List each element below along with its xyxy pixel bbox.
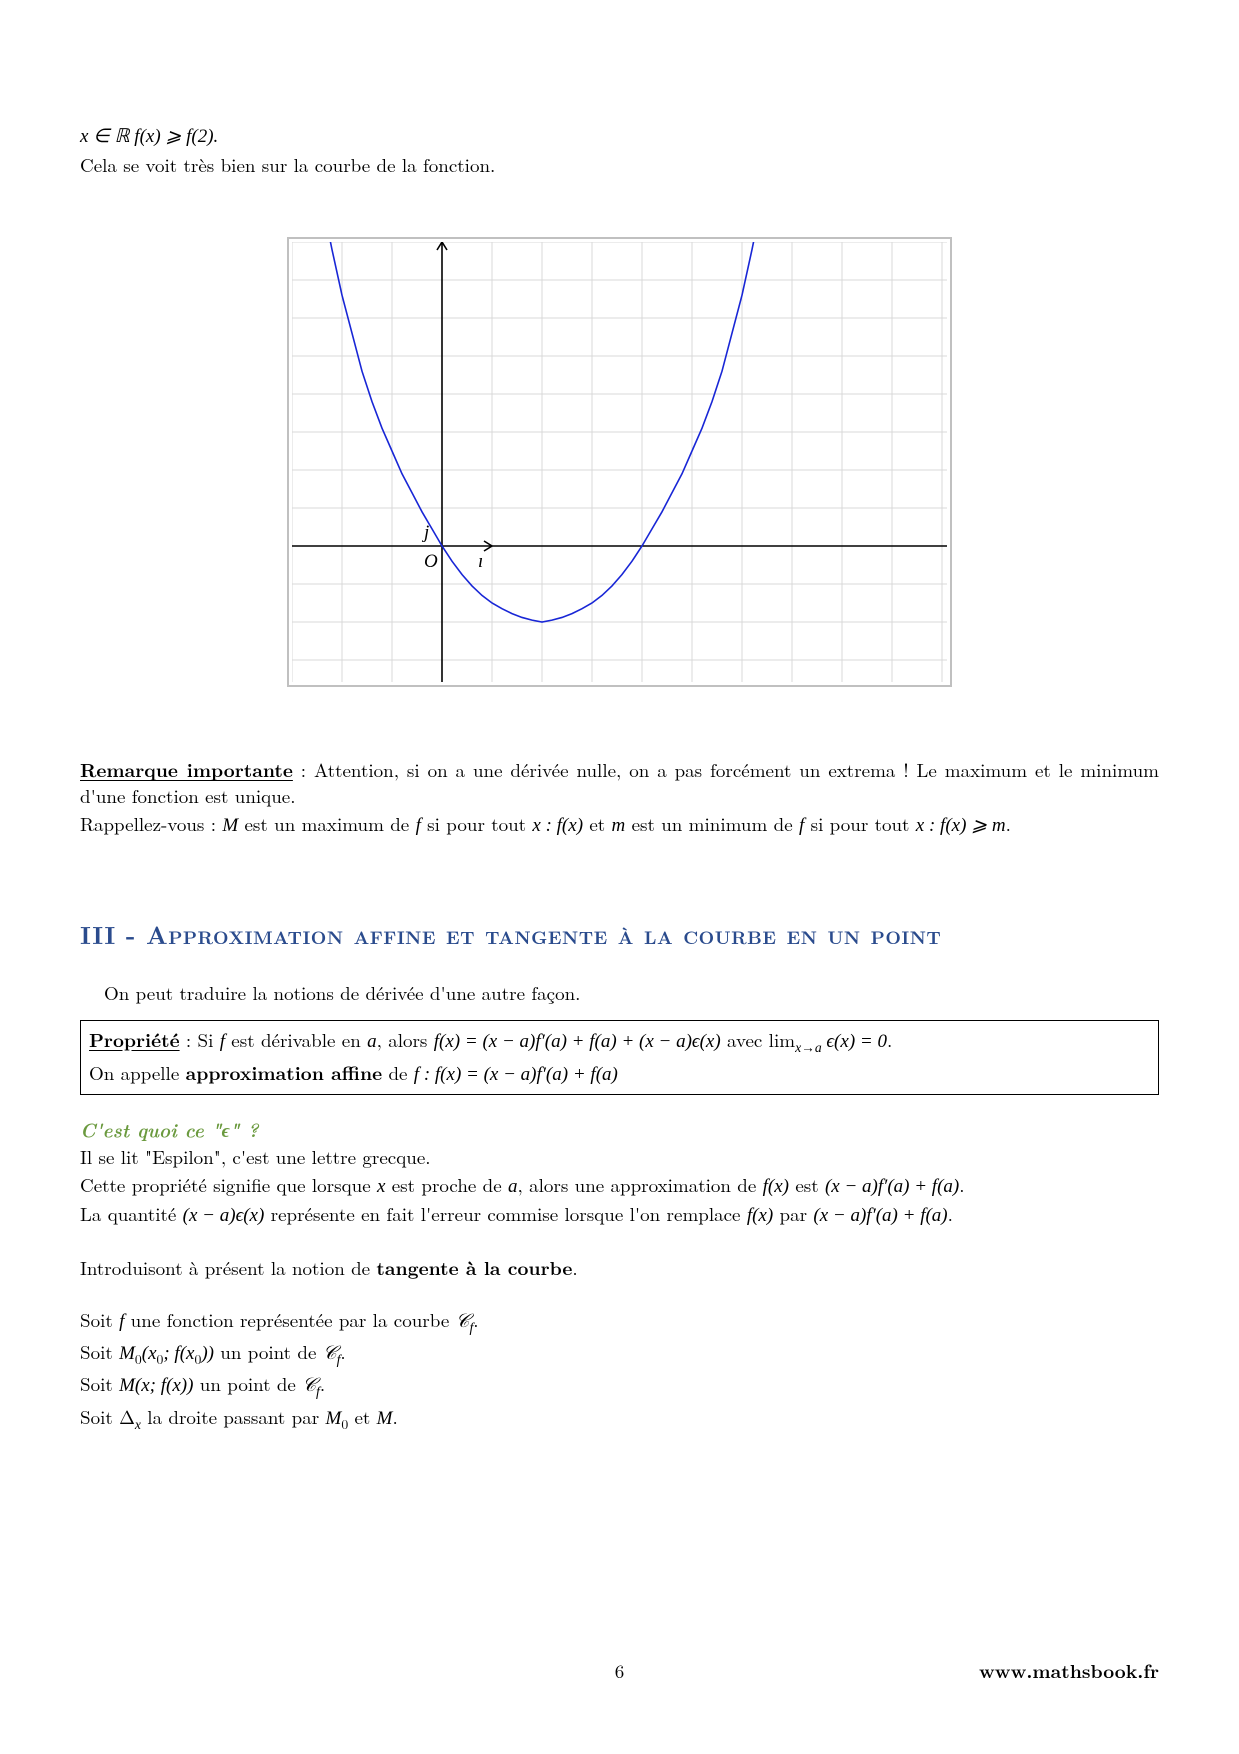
t: , alors une approximation de [518, 1171, 763, 1198]
section-title: III - Approximation affine et tangente à… [80, 918, 1159, 952]
t: f : f(x) = (x − a)f′(a) + f(a) [414, 1064, 618, 1085]
t: M [222, 815, 238, 836]
graph-container: Oj⃗ ı⃗ [80, 237, 1159, 687]
property-box: Propriété : Si f est dérivable en a, alo… [80, 1020, 1159, 1095]
t: 𝒞 [323, 1343, 337, 1364]
explain-line-3: La quantité (x − a)ϵ(x) représente en fa… [80, 1201, 1159, 1229]
approx-affine-label: approximation affine [186, 1058, 383, 1086]
t: ; f(x [163, 1343, 194, 1364]
graph-frame: Oj⃗ ı⃗ [287, 237, 952, 687]
t: est un minimum de [625, 810, 799, 837]
t: si pour tout [804, 810, 916, 837]
site-url: www.mathsbook.fr [979, 1658, 1159, 1684]
intro-line-2: Cela se voit très bien sur la courbe de … [80, 152, 1159, 178]
t: lim [769, 1026, 795, 1053]
t: et [348, 1403, 376, 1430]
t: Cette propriété signifie que lorsque [80, 1171, 377, 1198]
t: . [959, 1171, 964, 1198]
remark-line-2: Rappellez-vous : M est un maximum de f s… [80, 811, 1159, 839]
explain-line-1: Il se lit "Espilon", c'est une lettre gr… [80, 1144, 1159, 1170]
t: . [887, 1026, 892, 1053]
t: . [1006, 810, 1011, 837]
property-line-2: On appelle approximation affine de f : f… [89, 1059, 1150, 1088]
t: 𝒞 [302, 1375, 316, 1396]
t: si pour tout [421, 810, 533, 837]
property-head: Propriété [89, 1025, 180, 1053]
t: Rappellez-vous : [80, 810, 222, 837]
remark-head: Remarque importante [80, 755, 293, 783]
t: par [773, 1200, 813, 1227]
graph-svg: Oj⃗ ı⃗ [292, 242, 947, 682]
t: Soit [80, 1403, 119, 1430]
t: avec [721, 1026, 769, 1053]
t: ϵ(x) = 0 [822, 1031, 887, 1052]
t: . [572, 1254, 577, 1281]
t: . [473, 1306, 478, 1333]
t: 0 [135, 1349, 142, 1368]
svg-text:ı⃗: ı⃗ [478, 551, 498, 572]
t: a [367, 1031, 377, 1052]
t: On appelle [89, 1059, 186, 1086]
t: : Si [180, 1026, 220, 1053]
t: (x − a)f′(a) + f(a) [813, 1205, 947, 1226]
t: est [789, 1171, 825, 1198]
t: f(x) = (x − a)f′(a) + f(a) + (x − a)ϵ(x) [434, 1031, 721, 1052]
t: x : f(x) [532, 815, 583, 836]
intro-math-1: x ∈ ℝ [80, 126, 134, 147]
intro-line-1: x ∈ ℝ f(x) ⩾ f(2). [80, 122, 1159, 150]
t: )) [201, 1343, 214, 1364]
t: (x − a)f′(a) + f(a) [825, 1176, 959, 1197]
t: et [583, 810, 611, 837]
t: Introduisont à présent la notion de [80, 1254, 376, 1281]
t: une fonction représentée par la courbe [124, 1306, 455, 1333]
t: m [612, 815, 626, 836]
tangent-line-1: Soit f une fonction représentée par la c… [80, 1307, 1159, 1337]
t: La quantité [80, 1200, 183, 1227]
t: . [320, 1370, 325, 1397]
tangent-line-2: Soit M0(x0; f(x0)) un point de 𝒞f. [80, 1339, 1159, 1369]
t: . [392, 1403, 397, 1430]
t: . [340, 1338, 345, 1365]
t: Δ [119, 1403, 135, 1430]
page: x ∈ ℝ f(x) ⩾ f(2). Cela se voit très bie… [0, 0, 1239, 1754]
tangent-line-4: Soit Δx la droite passant par M0 et M. [80, 1404, 1159, 1434]
intro-math-2: f(x) ⩾ f(2). [134, 126, 218, 147]
t: M [119, 1343, 135, 1364]
t: x : f(x) ⩾ m [916, 815, 1006, 836]
tangent-intro: Introduisont à présent la notion de tang… [80, 1255, 1159, 1281]
t: (x [142, 1343, 157, 1364]
t: Soit [80, 1338, 119, 1365]
t: 𝒞 [456, 1311, 470, 1332]
t: , alors [377, 1026, 434, 1053]
t: x→a [795, 1039, 822, 1054]
t: a [508, 1176, 518, 1197]
tangent-label: tangente à la courbe [376, 1253, 572, 1281]
t: M [377, 1408, 393, 1429]
explain-line-2: Cette propriété signifie que lorsque x e… [80, 1172, 1159, 1200]
tangent-line-3: Soit M(x; f(x)) un point de 𝒞f. [80, 1371, 1159, 1401]
svg-text:j⃗: j⃗ [421, 522, 444, 543]
t: M [326, 1408, 342, 1429]
t: f(x) [747, 1205, 773, 1226]
page-footer: 6 www.mathsbook.fr [80, 1658, 1159, 1684]
t: M(x; f(x)) [119, 1375, 193, 1396]
t: (x − a)ϵ(x) [183, 1205, 265, 1226]
t: Soit [80, 1370, 119, 1397]
t: est proche de [385, 1171, 508, 1198]
svg-text:O: O [424, 551, 438, 572]
section-intro: On peut traduire la notions de dérivée d… [80, 980, 1159, 1006]
t: est dérivable en [225, 1026, 367, 1053]
t: de [382, 1059, 414, 1086]
property-line-1: Propriété : Si f est dérivable en a, alo… [89, 1027, 1150, 1057]
remark-paragraph: Remarque importante : Attention, si on a… [80, 757, 1159, 808]
t: la droite passant par [141, 1403, 326, 1430]
t: . [948, 1200, 953, 1227]
t: est un maximum de [238, 810, 415, 837]
t: un point de [214, 1338, 323, 1365]
t: un point de [193, 1370, 302, 1397]
t: f(x) [763, 1176, 789, 1197]
t: représente en fait l'erreur commise lors… [264, 1200, 747, 1227]
question-heading: C'est quoi ce "ϵ" ? [80, 1117, 1159, 1143]
t: Soit [80, 1306, 119, 1333]
